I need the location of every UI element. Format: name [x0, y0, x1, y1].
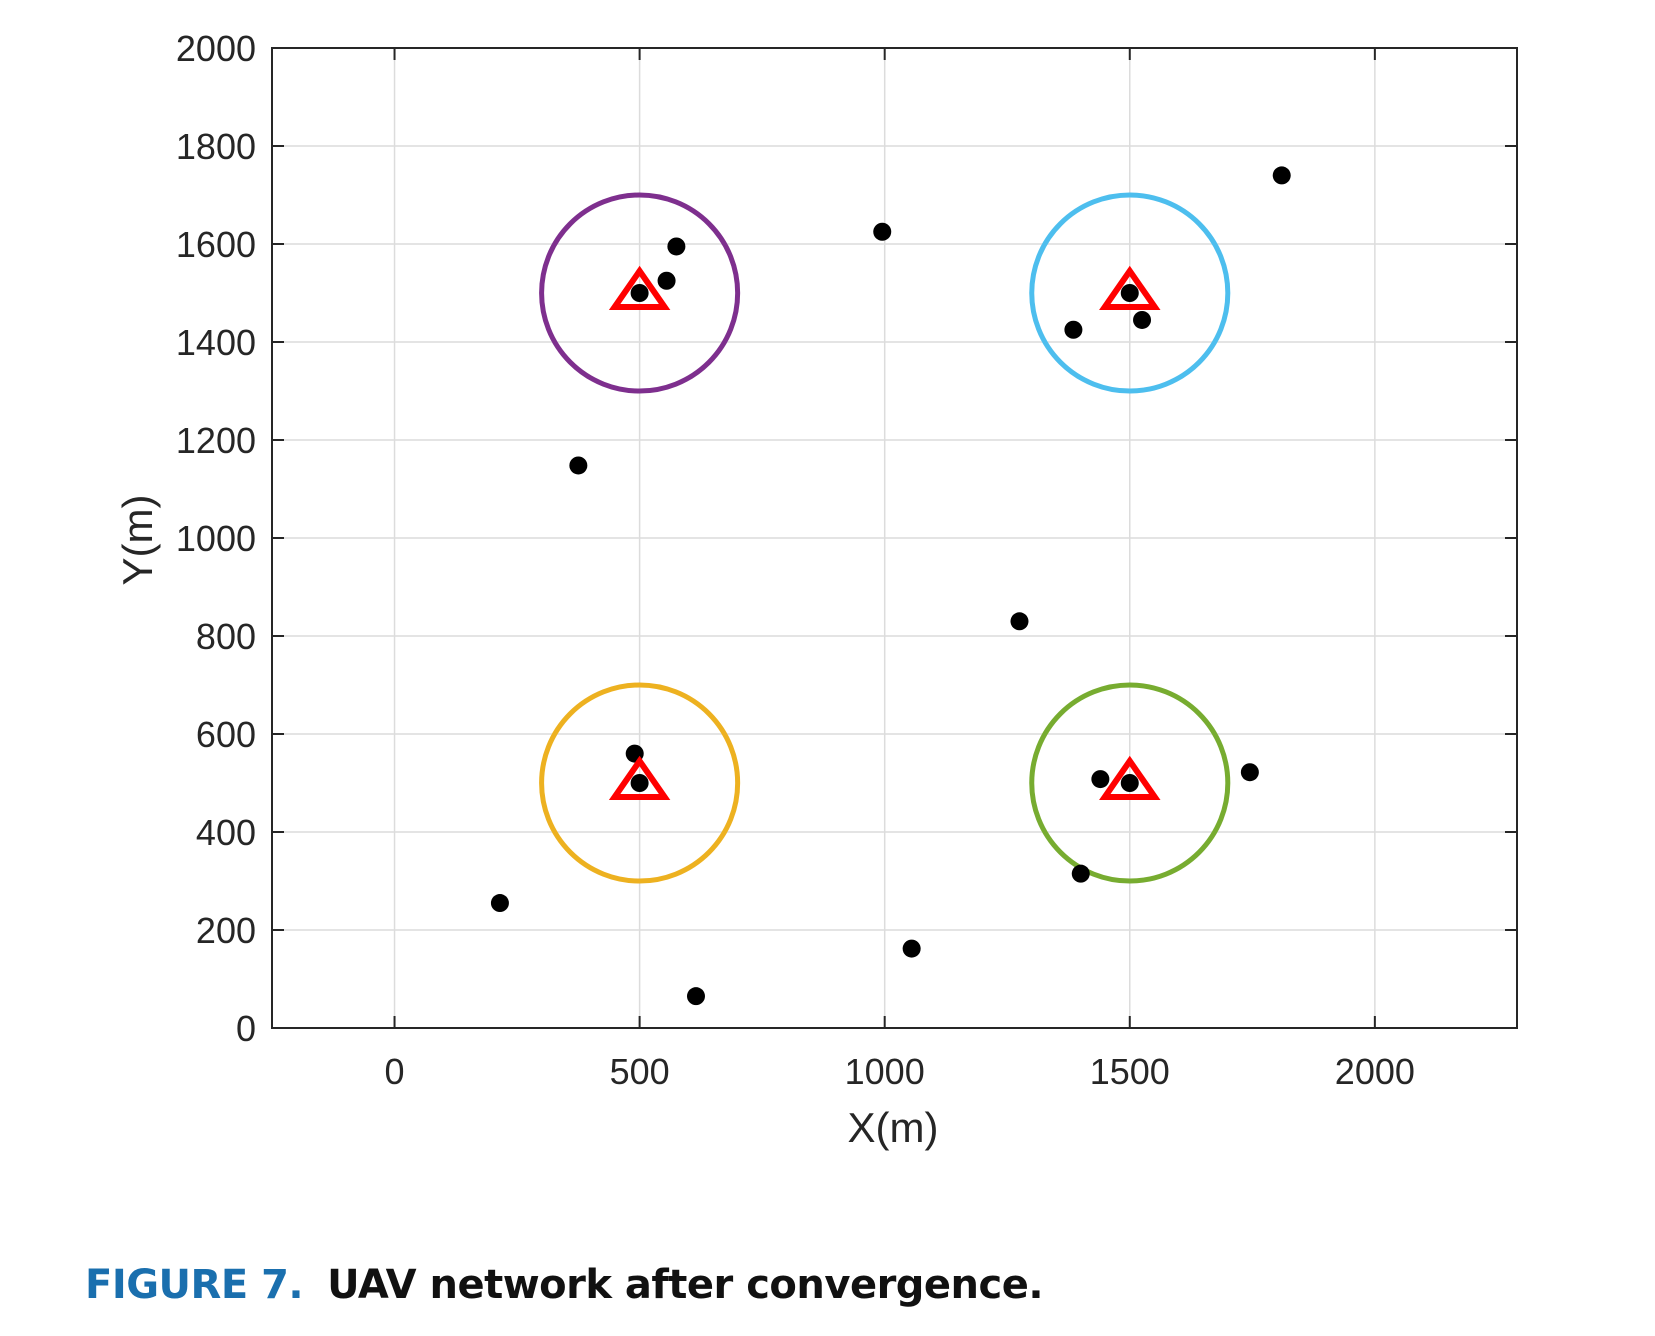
y-tick-label: 1000 — [176, 518, 256, 559]
uav-marker — [608, 265, 671, 310]
y-tick-label: 600 — [196, 714, 256, 755]
figure-caption-text: UAV network after convergence. — [327, 1262, 1044, 1308]
user-point — [1071, 864, 1090, 883]
figure-number: FIGURE 7. — [85, 1262, 304, 1308]
y-axis-label: Y(m) — [114, 495, 161, 586]
user-point — [667, 237, 686, 256]
user-point — [630, 774, 649, 792]
x-tick-label: 0 — [385, 1051, 405, 1092]
grid-lines — [272, 47, 1517, 1029]
user-point — [1120, 774, 1139, 792]
coverage-circle — [1029, 192, 1231, 394]
user-point — [1240, 763, 1259, 782]
y-tick-label: 1800 — [176, 126, 256, 167]
uav-marker — [1099, 265, 1161, 310]
coverage-circle — [1029, 682, 1231, 884]
y-tick-label: 1400 — [176, 322, 256, 363]
x-tick-label: 500 — [610, 1051, 670, 1092]
user-points — [490, 166, 1291, 1006]
uav-markers — [608, 265, 1161, 800]
user-point — [569, 456, 588, 475]
uav-marker — [1099, 755, 1161, 800]
y-tick-label: 800 — [196, 616, 256, 657]
y-tick-label: 400 — [196, 812, 256, 853]
y-tick-label: 200 — [196, 910, 256, 951]
x-tick-label: 2000 — [1335, 1051, 1415, 1092]
y-tick-label: 0 — [236, 1008, 256, 1049]
uav-marker — [608, 755, 671, 800]
y-tick-label: 2000 — [176, 28, 256, 69]
user-point — [1091, 770, 1110, 789]
user-point — [657, 271, 676, 290]
figure-caption: FIGURE 7. UAV network after convergence. — [85, 1262, 1044, 1322]
user-point — [1272, 166, 1291, 185]
y-tick-label: 1200 — [176, 420, 256, 461]
user-point — [686, 987, 705, 1006]
x-tick-label: 1000 — [845, 1051, 925, 1092]
user-point — [1010, 612, 1029, 631]
coverage-circle — [539, 192, 741, 394]
user-point — [873, 222, 892, 241]
y-tick-label: 1600 — [176, 224, 256, 265]
user-point — [1133, 310, 1152, 329]
user-point — [1064, 320, 1083, 339]
user-point — [1120, 284, 1139, 302]
user-point — [630, 284, 649, 302]
user-point — [902, 939, 921, 958]
tick-labels: 0 500 1000 1500 2000 0 200 400 600 800 1000 1200 140… — [176, 28, 1415, 1092]
user-point — [490, 894, 509, 913]
axis-ticks — [272, 47, 1517, 1029]
coverage-circles — [539, 192, 1231, 884]
coverage-circle — [539, 682, 741, 884]
x-axis-label: X(m) — [848, 1104, 939, 1151]
x-tick-label: 1500 — [1090, 1051, 1170, 1092]
